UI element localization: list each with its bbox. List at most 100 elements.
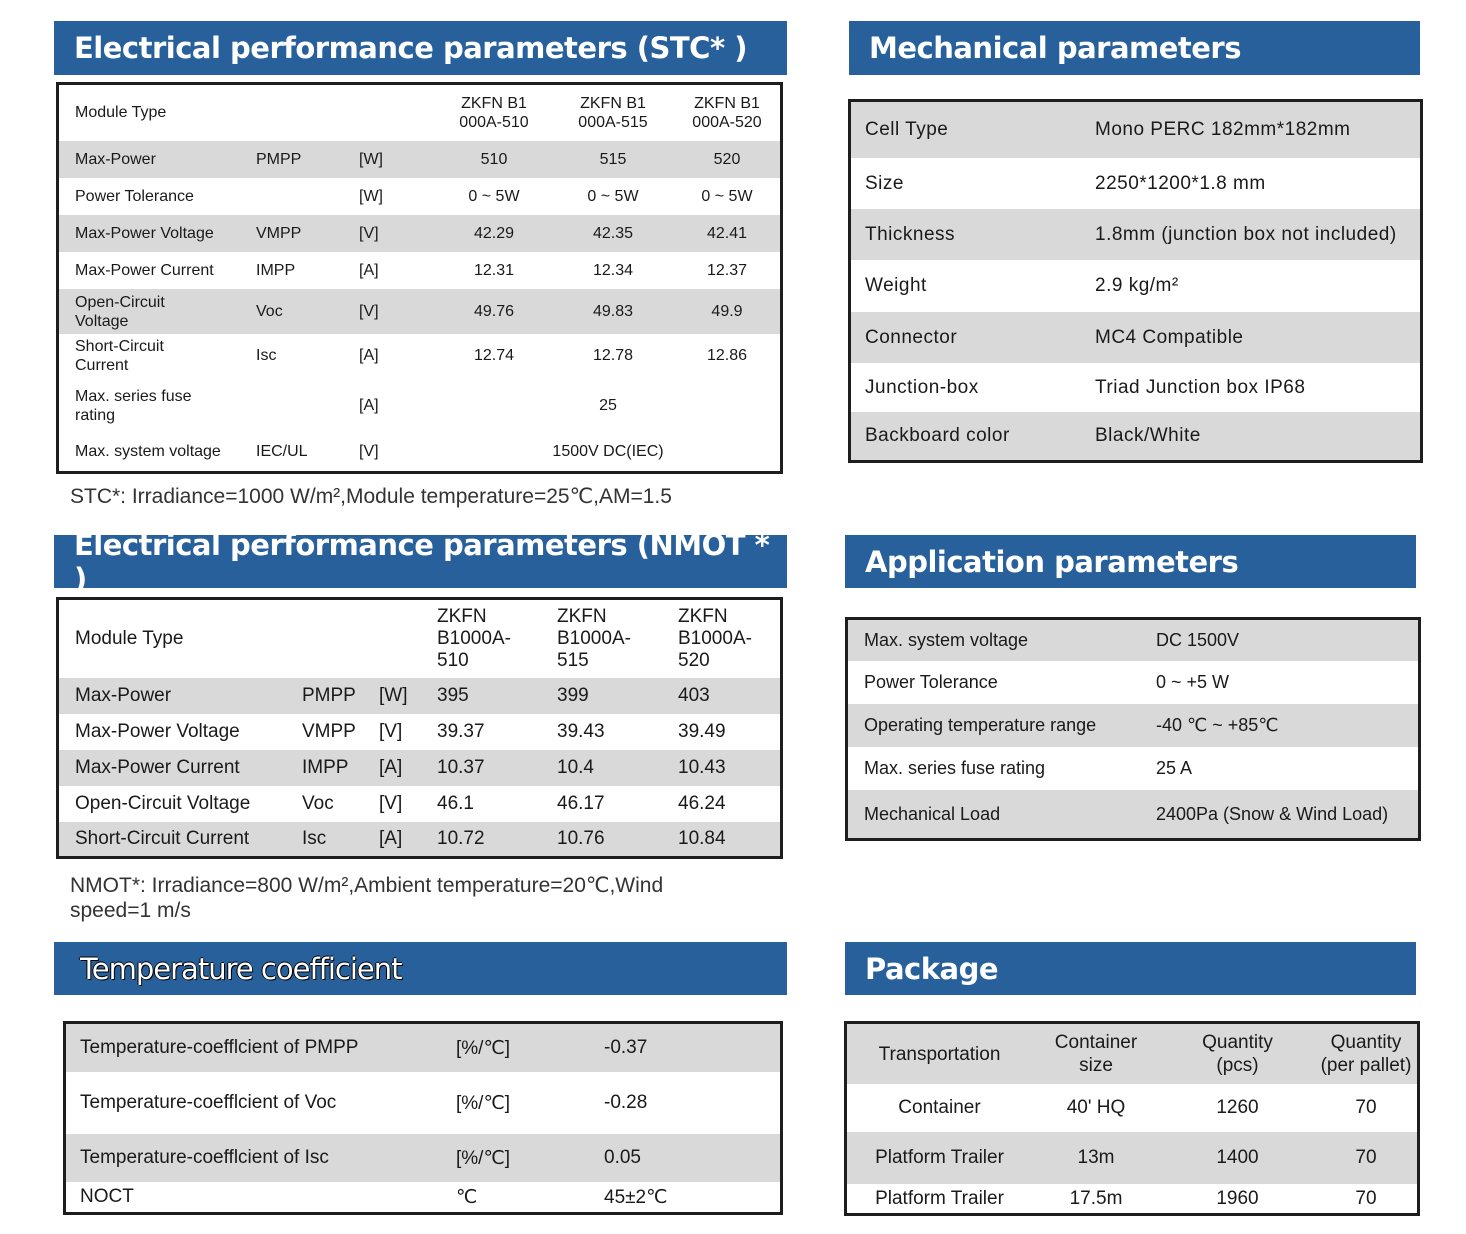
header-transportation: Transportation (847, 1024, 1032, 1084)
container-size: 17.5m (1069, 1187, 1123, 1209)
param-symbol: IEC/UL (256, 443, 308, 460)
value-520: 49.9 (674, 289, 780, 334)
table-row: NOCT ℃ 45±2℃ (66, 1182, 780, 1212)
header-quantity-pcs: Quantity (pcs) (1160, 1024, 1315, 1084)
table-row: Max. series fuse rating 25 A (848, 747, 1418, 790)
table-row: Temperature-coefflcient of Isc [%/℃] 0.0… (66, 1134, 780, 1182)
stc-module-type-label: Module Type (75, 104, 167, 121)
table-row: Platform Trailer 17.5m 1960 70 (847, 1184, 1417, 1213)
value-510: 12.31 (473, 261, 515, 279)
param-name: Max-Power (59, 141, 256, 178)
app-name: Max. series fuse rating (864, 758, 1046, 778)
value-520: 403 (678, 678, 780, 714)
param-unit: [W] (379, 678, 437, 714)
quantity-pcs: 1960 (1216, 1187, 1259, 1209)
app-name: Mechanical Load (848, 790, 1156, 838)
param-symbol: Isc (256, 347, 277, 364)
param-symbol: IMPP (256, 261, 296, 279)
value-515: 42.35 (552, 215, 674, 252)
coef-value: -0.37 (604, 1024, 780, 1072)
transport-type: Platform Trailer (847, 1132, 1032, 1184)
table-row: Power Tolerance 0 ~ +5 W (848, 661, 1418, 704)
param-unit: [A] (359, 347, 379, 364)
container-size: 13m (1032, 1132, 1160, 1184)
app-value: 0 ~ +5 W (1156, 672, 1230, 692)
param-name: Short-Circuit Current (59, 822, 302, 856)
value-520: 12.86 (706, 347, 748, 364)
table-row: Connector MC4 Compatible (851, 312, 1420, 363)
mech-name: Cell Type (851, 102, 1095, 158)
value-515: 515 (552, 141, 674, 178)
coef-unit: ℃ (456, 1186, 478, 1208)
app-name: Operating temperature range (848, 704, 1156, 747)
table-row: Short-Circuit Current Isc [A] 10.72 10.7… (59, 822, 780, 856)
param-unit: [V] (359, 443, 379, 460)
value-515: 12.34 (592, 261, 634, 279)
mech-value: 1.8mm (junction box not included) (1095, 209, 1420, 260)
value-520: 520 (674, 141, 780, 178)
app-value: 25 A (1156, 758, 1193, 778)
mech-value: Black/White (1095, 412, 1420, 460)
temp-title: Temperature coefficient (54, 942, 787, 995)
coef-value: 0.05 (604, 1134, 780, 1182)
mech-name: Junction-box (865, 376, 979, 398)
param-symbol: VMPP (302, 721, 356, 742)
param-symbol: Voc (302, 793, 334, 814)
table-row: Size 2250*1200*1.8 mm (851, 158, 1420, 209)
app-value: -40 ℃ ~ +85℃ (1156, 704, 1418, 747)
nmot-title: Electrical performance parameters (NMOT … (54, 528, 787, 596)
table-row: Weight 2.9 kg/m² (851, 260, 1420, 312)
coef-unit: [%/℃] (456, 1024, 604, 1072)
coef-name: Temperature-coefflcient of PMPP (66, 1024, 456, 1072)
coef-value: 45±2℃ (604, 1186, 668, 1208)
param-name: Max. system voltage (75, 443, 221, 460)
mech-name: Connector (851, 312, 1095, 363)
value-510: 12.74 (473, 347, 515, 364)
value-515: 10.4 (557, 750, 678, 786)
app-table: Max. system voltage DC 1500V Power Toler… (845, 617, 1421, 841)
table-row: Junction-box Triad Junction box IP68 (851, 363, 1420, 412)
param-symbol: IMPP (302, 750, 379, 786)
table-row: Cell Type Mono PERC 182mm*182mm (851, 102, 1420, 158)
sysv-value: 1500V DC(IEC) (552, 443, 664, 460)
quantity-pallet: 70 (1315, 1132, 1417, 1184)
table-row: Max-Power Voltage VMPP [V] 42.29 42.35 4… (59, 215, 780, 252)
mech-value: Triad Junction box IP68 (1095, 376, 1306, 398)
stc-model-510: ZKFN B1 000A-510 (459, 95, 529, 131)
app-name: Max. system voltage (848, 620, 1156, 661)
value-510: 510 (436, 141, 552, 178)
value-515: 49.83 (552, 289, 674, 334)
stc-model-515: ZKFN B1 000A-515 (578, 95, 648, 131)
table-row: Container 40' HQ 1260 70 (847, 1084, 1417, 1132)
param-unit: [V] (359, 289, 436, 334)
mech-title: Mechanical parameters (849, 21, 1420, 75)
mech-value: MC4 Compatible (1095, 312, 1420, 363)
value-520: 10.84 (678, 822, 780, 856)
value-510: 10.72 (437, 822, 557, 856)
value-520: 46.24 (678, 793, 726, 814)
param-name: Max-Power Current (75, 261, 214, 279)
param-symbol: PMPP (256, 141, 359, 178)
value-510: 10.37 (437, 750, 557, 786)
value-520: 39.49 (678, 721, 726, 742)
container-size: 40' HQ (1066, 1097, 1126, 1118)
table-row: Open-Circuit Voltage Voc [V] 49.76 49.83… (59, 289, 780, 334)
value-515: 10.76 (557, 822, 678, 856)
transport-type: Platform Trailer (875, 1187, 1004, 1209)
table-row: Power Tolerance [W] 0 ~ 5W 0 ~ 5W 0 ~ 5W (59, 178, 780, 215)
mech-value: 2250*1200*1.8 mm (1095, 172, 1266, 194)
value-510: 46.1 (437, 793, 474, 814)
table-row: Operating temperature range -40 ℃ ~ +85℃ (848, 704, 1418, 747)
stc-title: Electrical performance parameters (STC* … (54, 21, 787, 75)
table-row: Max. system voltage IEC/UL [V] 1500V DC(… (59, 434, 780, 470)
table-row: Max. system voltage DC 1500V (848, 620, 1418, 661)
value-515: 399 (557, 678, 678, 714)
value-510: 39.37 (437, 721, 485, 742)
table-row: Backboard color Black/White (851, 412, 1420, 460)
app-value: DC 1500V (1156, 620, 1418, 661)
param-unit: [W] (359, 187, 383, 205)
param-symbol: VMPP (256, 215, 359, 252)
value-515: 12.78 (592, 347, 634, 364)
nmot-model-510: ZKFN B1000A- 510 (437, 606, 511, 671)
param-name: Short-Circuit Current (75, 338, 164, 374)
